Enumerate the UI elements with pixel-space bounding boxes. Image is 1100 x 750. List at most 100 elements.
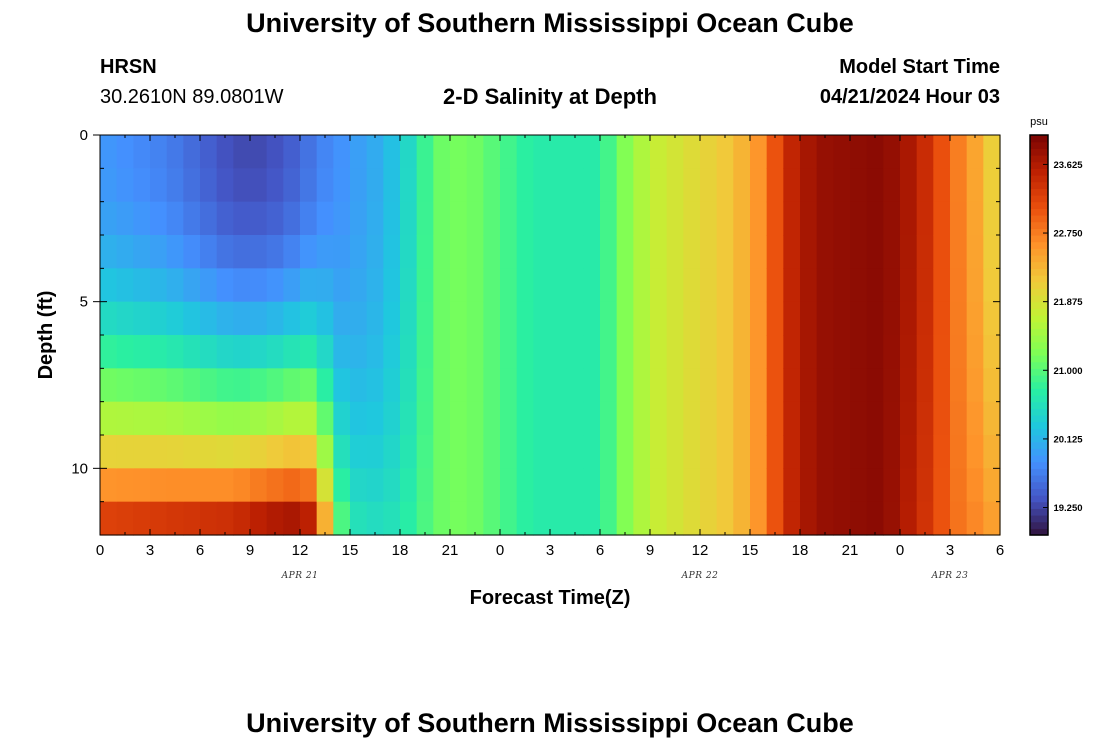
heatmap-cell xyxy=(400,468,418,503)
heatmap-cell xyxy=(533,401,551,436)
heatmap-cell xyxy=(133,235,151,269)
heatmap-cell xyxy=(600,501,618,536)
heatmap-cell xyxy=(400,501,418,536)
heatmap-cell xyxy=(850,468,868,503)
heatmap-cell xyxy=(850,368,868,403)
heatmap-cell xyxy=(266,168,284,203)
heatmap-cell xyxy=(966,135,984,169)
heatmap-cell xyxy=(716,468,734,503)
heatmap-cell xyxy=(350,301,368,336)
heatmap-cell xyxy=(316,435,334,469)
heatmap-cell xyxy=(483,268,501,303)
heatmap-cell xyxy=(683,235,701,269)
axes: 0 3 6 9 12 15 18 21 0 3 6 9 12 15 18 21 0 3 6 APR 21 APR 22 A… xyxy=(35,127,1004,609)
heatmap-cell xyxy=(533,135,551,169)
heatmap-cell xyxy=(366,201,384,236)
heatmap-cell xyxy=(950,368,968,403)
heatmap-cell xyxy=(550,168,568,203)
heatmap-cell xyxy=(416,335,434,369)
footer-title: University of Southern Mississippi Ocean… xyxy=(246,708,854,738)
heatmap-cell xyxy=(116,468,134,503)
heatmap-cell xyxy=(266,335,284,369)
heatmap-cell xyxy=(316,468,334,503)
heatmap-cell xyxy=(500,335,518,369)
heatmap-cell xyxy=(416,201,434,236)
heatmap-cell xyxy=(500,301,518,336)
heatmap-cell xyxy=(100,135,118,169)
heatmap-cell xyxy=(833,468,851,503)
colorbar: 23.625 22.750 21.875 21.000 20.125 19.250 psu xyxy=(1029,116,1083,536)
heatmap-cell xyxy=(783,468,801,503)
heatmap-cell xyxy=(483,335,501,369)
heatmap-cell xyxy=(650,268,668,303)
heatmap-cell xyxy=(416,168,434,203)
heatmap-cell xyxy=(283,335,301,369)
heatmap-cell xyxy=(400,135,418,169)
colorbar-segment xyxy=(1030,208,1048,216)
heatmap-cell xyxy=(466,368,484,403)
page-title: University of Southern Mississippi Ocean… xyxy=(246,8,854,38)
heatmap-cell xyxy=(316,135,334,169)
heatmap-cell xyxy=(350,168,368,203)
heatmap-cell xyxy=(333,401,351,436)
heatmap-cell xyxy=(583,401,601,436)
heatmap-cell xyxy=(266,235,284,269)
heatmap-cell xyxy=(916,401,934,436)
heatmap-cell xyxy=(916,435,934,469)
heatmap-cell xyxy=(300,168,318,203)
heatmap-cell xyxy=(116,201,134,236)
heatmap-cell xyxy=(950,168,968,203)
heatmap-cell xyxy=(283,135,301,169)
heatmap-cell xyxy=(533,335,551,369)
heatmap-cell xyxy=(216,235,234,269)
heatmap-cell xyxy=(816,501,834,536)
heatmap-cell xyxy=(600,401,618,436)
heatmap-cell xyxy=(633,201,651,236)
heatmap-cell xyxy=(866,435,884,469)
heatmap-cell xyxy=(883,268,901,303)
heatmap-cell xyxy=(416,135,434,169)
heatmap-cell xyxy=(916,235,934,269)
heatmap-cell xyxy=(616,235,634,269)
heatmap-cell xyxy=(950,135,968,169)
heatmap-cell xyxy=(433,301,451,336)
colorbar-segment xyxy=(1030,155,1048,163)
heatmap-cell xyxy=(383,168,401,203)
heatmap-cell xyxy=(600,468,618,503)
heatmap-cell xyxy=(350,435,368,469)
heatmap-cell xyxy=(800,468,818,503)
heatmap-cell xyxy=(933,435,951,469)
heatmap-cell xyxy=(683,168,701,203)
heatmap-cell xyxy=(733,201,751,236)
colorbar-tick-label: 20.125 xyxy=(1053,434,1083,445)
heatmap-cell xyxy=(533,168,551,203)
heatmap-cell xyxy=(850,201,868,236)
heatmap-cell xyxy=(816,201,834,236)
heatmap-cell xyxy=(266,368,284,403)
heatmap-cell xyxy=(116,268,134,303)
x-tick-label: 0 xyxy=(496,542,504,559)
heatmap-cell xyxy=(316,168,334,203)
heatmap-cell xyxy=(783,435,801,469)
heatmap-cell xyxy=(850,401,868,436)
colorbar-segment xyxy=(1030,241,1048,249)
heatmap-cell xyxy=(833,201,851,236)
heatmap-cell xyxy=(300,468,318,503)
heatmap-cell xyxy=(883,335,901,369)
heatmap-cell xyxy=(150,301,168,336)
model-start-label: Model Start Time xyxy=(839,56,1000,78)
heatmap-cell xyxy=(783,301,801,336)
heatmap-cell xyxy=(383,401,401,436)
heatmap-cell xyxy=(366,168,384,203)
heatmap-cell xyxy=(316,301,334,336)
colorbar-segment xyxy=(1030,281,1048,289)
heatmap-cell xyxy=(750,168,768,203)
heatmap-cell xyxy=(266,468,284,503)
colorbar-segment xyxy=(1030,415,1048,423)
heatmap-cell xyxy=(533,268,551,303)
heatmap-cell xyxy=(766,335,784,369)
heatmap-cell xyxy=(633,301,651,336)
heatmap-cell xyxy=(116,335,134,369)
heatmap-cell xyxy=(583,135,601,169)
